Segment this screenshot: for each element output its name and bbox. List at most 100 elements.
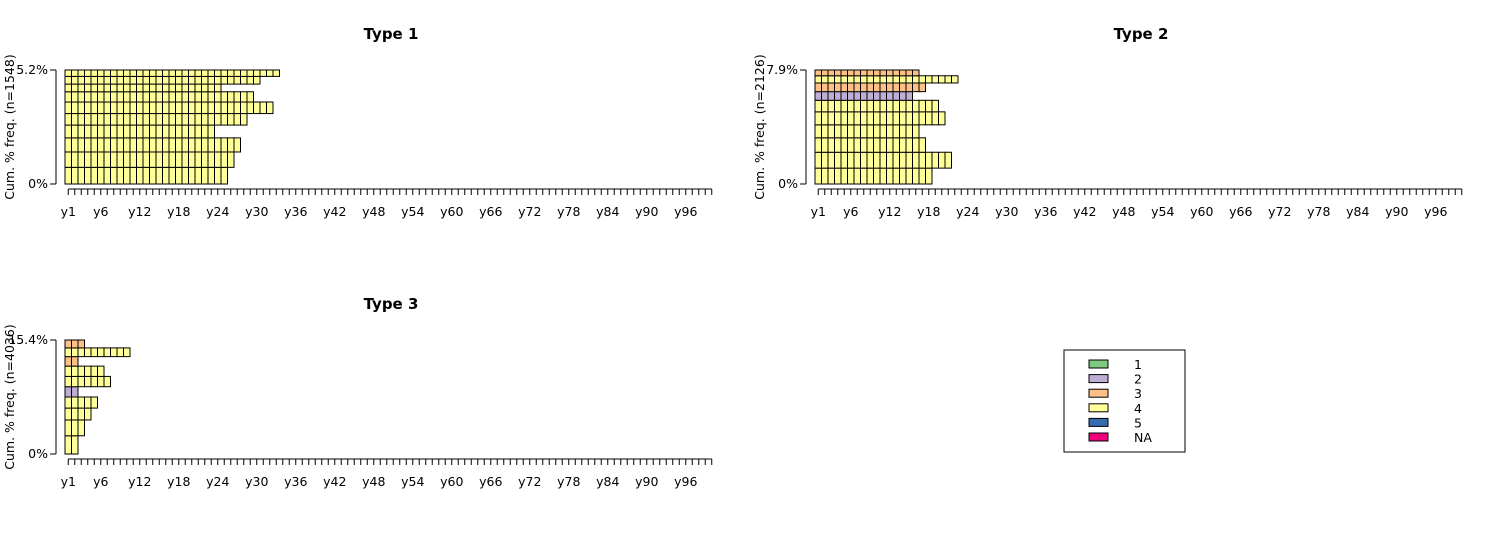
sequence-bar-cell [227, 101, 235, 115]
sequence-bar-cell [905, 124, 913, 139]
legend-label: 5 [1134, 415, 1142, 430]
sequence-bar-cell [103, 137, 111, 153]
sequence-bar-cell [847, 99, 855, 113]
sequence-bar-cell [168, 113, 176, 126]
panel-title: Type 2 [1114, 25, 1169, 43]
sequence-bar-cell [97, 166, 105, 185]
sequence-bar-cell [227, 75, 235, 85]
sequence-bar-cell [821, 124, 829, 139]
x-tick-label: y12 [128, 204, 151, 219]
sequence-bar-cell [240, 75, 248, 85]
sequence-bar-cell [821, 91, 829, 101]
sequence-bar-cell [814, 69, 822, 77]
sequence-bar-cell [136, 69, 144, 77]
sequence-bar-cell [188, 137, 196, 153]
sequence-bar-cell [227, 137, 235, 153]
sequence-bar-cell [201, 137, 209, 153]
sequence-bar-cell [207, 69, 215, 77]
sequence-bar-cell [90, 91, 98, 103]
sequence-bar-cell [905, 99, 913, 113]
sequence-bar-cell [233, 101, 241, 115]
sequence-bar-cell [129, 69, 137, 77]
sequence-bar-cell [918, 151, 926, 169]
sequence-bar-cell [142, 91, 150, 103]
sequence-bar-cell [77, 69, 85, 77]
sequence-bar-cell [905, 137, 913, 153]
sequence-bar-cell [90, 166, 98, 185]
sequence-bar-cell [827, 91, 835, 101]
sequence-bar-cell [201, 166, 209, 185]
sequence-bar-cell [77, 83, 85, 93]
x-tick-label: y90 [1385, 204, 1408, 219]
y-tick-label: 7.9% [766, 62, 798, 77]
sequence-bar-cell [71, 356, 79, 367]
sequence-bar-cell [233, 137, 241, 153]
x-tick-label: y18 [167, 474, 190, 489]
sequence-bar-cell [123, 75, 131, 85]
sequence-bar-cell [155, 69, 163, 77]
sequence-bar-cell [866, 111, 874, 126]
sequence-bar-cell [155, 83, 163, 93]
sequence-bar-cell [64, 113, 72, 126]
sequence-bar-cell [110, 113, 118, 126]
x-tick-label: y84 [596, 204, 619, 219]
sequence-bar-cell [905, 167, 913, 185]
sequence-bar-cell [860, 91, 868, 101]
x-tick-label: y1 [811, 204, 826, 219]
sequence-bar-cell [188, 151, 196, 168]
sequence-bar-cell [220, 113, 228, 126]
sequence-bar-cell [814, 124, 822, 139]
sequence-bar-cell [886, 99, 894, 113]
sequence-bar-cell [90, 101, 98, 115]
sequence-bar-cell [149, 69, 157, 77]
sequence-bar-cell [918, 75, 926, 84]
sequence-bar-cell [879, 167, 887, 185]
sequence-bar-cell [162, 83, 170, 93]
sequence-bar-cell [64, 75, 72, 85]
x-tick-label: y60 [1190, 204, 1213, 219]
sequence-bar-cell [90, 137, 98, 153]
sequence-bar-cell [840, 167, 848, 185]
panel-type-2: Type 2 Cum. % freq. (n=2126) 0% 7.9% y1 y6 y12… [752, 25, 1463, 219]
sequence-bar-cell [175, 151, 183, 168]
sequence-bar-cell [860, 99, 868, 113]
legend-label: 3 [1134, 386, 1142, 401]
sequence-bar-cell [103, 166, 111, 185]
sequence-bar-cell [90, 83, 98, 93]
sequence-bar-cell [853, 111, 861, 126]
sequence-bar-cell [899, 75, 907, 84]
sequence-bar-cell [853, 91, 861, 101]
sequence-bar-cell [866, 99, 874, 113]
sequence-bar-cell [162, 137, 170, 153]
sequence-bar-cell [214, 166, 222, 185]
sequence-bar-cell [892, 111, 900, 126]
sequence-bar-cell [886, 69, 894, 77]
sequence-bar-cell [201, 91, 209, 103]
sequence-bar-cell [129, 91, 137, 103]
x-tick-label: y90 [635, 474, 658, 489]
x-tick-label: y72 [518, 204, 541, 219]
sequence-bar-cell [103, 69, 111, 77]
sequence-bar-cell [71, 407, 79, 421]
sequence-bar-cell [110, 347, 118, 358]
sequence-bar-cell [899, 167, 907, 185]
legend-swatch [1088, 388, 1109, 398]
sequence-bar-cell [97, 113, 105, 126]
sequence-bar-cell [246, 69, 254, 77]
sequence-bar-cell [892, 69, 900, 77]
sequence-bar-cell [214, 151, 222, 168]
sequence-bar-cell [214, 69, 222, 77]
sequence-bar-cell [207, 166, 215, 185]
sequence-bar-cell [214, 91, 222, 103]
sequence-bar-cell [84, 166, 92, 185]
sequence-bar-cell [886, 151, 894, 169]
sequence-bar-cell [71, 435, 79, 455]
sequence-bar-cell [64, 339, 72, 349]
sequence-bar-cell [149, 137, 157, 153]
sequence-bar-cell [155, 75, 163, 85]
sequence-bar-cell [860, 137, 868, 153]
sequence-bar-cell [214, 101, 222, 115]
sequence-bar-cell [834, 91, 842, 101]
sequence-bar-cell [246, 75, 254, 85]
